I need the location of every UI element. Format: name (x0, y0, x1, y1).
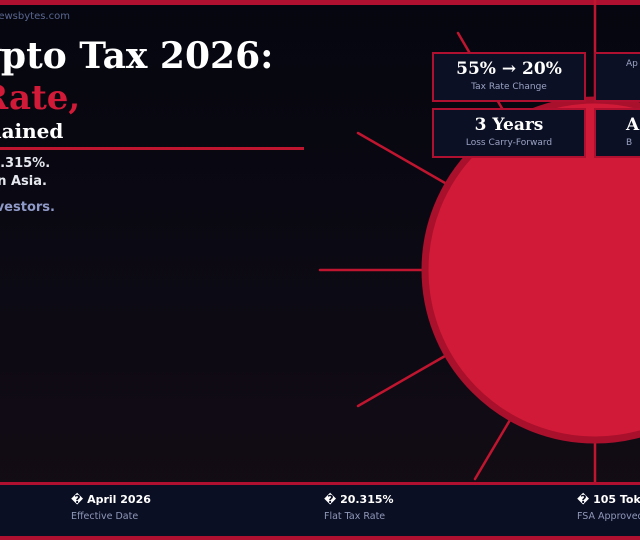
strip-label: Effective Date (71, 511, 139, 522)
strip-label: FSA Approved (577, 511, 640, 522)
strip-value: � April 2026 (71, 493, 151, 506)
strip-item-flat-tax-rate: � 20.315% Flat Tax Rate (324, 493, 394, 522)
stat-value: A (626, 115, 640, 135)
stat-label: Tax Rate Change (471, 82, 547, 92)
stat-label: Loss Carry-Forward (465, 138, 553, 148)
strip-value: � 105 Toker (577, 493, 640, 506)
stat-card-loss-carry-forward: 3 Years Loss Carry-Forward (432, 108, 586, 158)
stat-label: B (626, 138, 633, 148)
strip-label: Flat Tax Rate (324, 511, 386, 522)
headline-divider (0, 147, 304, 150)
description-line-2: t in Asia. (0, 174, 47, 189)
description-line-1: 20.315%. (0, 156, 51, 171)
sun-ray (473, 418, 512, 481)
stat-card-applies: Ap (594, 52, 640, 102)
stat-label: Ap (626, 59, 638, 69)
top-accent-bar (0, 0, 640, 5)
strip-item-effective-date: � April 2026 Effective Date (71, 493, 151, 522)
stat-card-fourth: A B (594, 108, 640, 158)
stat-value: 55% → 20% (456, 59, 562, 79)
stat-value: 3 Years (474, 115, 544, 135)
strip-value: � 20.315% (324, 493, 394, 506)
headline-line-2: Rate, (0, 78, 81, 118)
strip-item-fsa-approved: � 105 Toker FSA Approved (577, 493, 640, 522)
sun-ray (356, 131, 447, 185)
sun-ray (356, 354, 447, 408)
headline-line-1: ypto Tax 2026: (0, 35, 274, 77)
headline-line-3: plained (0, 119, 64, 143)
bottom-info-strip: � April 2026 Effective Date � 20.315% Fl… (0, 482, 640, 539)
stat-card-tax-rate: 55% → 20% Tax Rate Change (432, 52, 586, 102)
description-line-3: investors. (0, 200, 55, 215)
bottom-accent-bar (0, 536, 640, 540)
source-label: newsbytes.com (0, 11, 70, 22)
